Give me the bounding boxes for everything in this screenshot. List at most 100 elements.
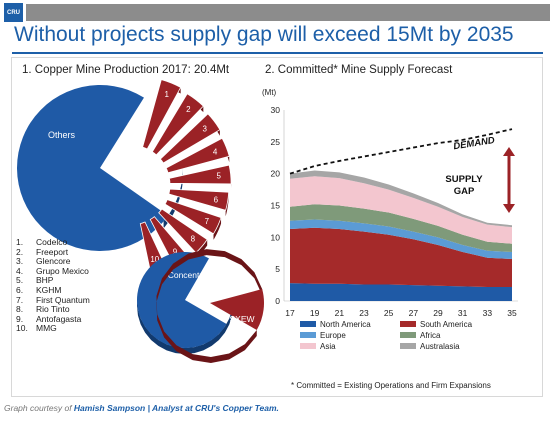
area-series-europe xyxy=(290,219,512,259)
company-name: MMG xyxy=(36,323,57,334)
company-number: 7. xyxy=(16,294,24,305)
area-series-north-america xyxy=(290,283,512,301)
area-series-south-america xyxy=(290,227,512,287)
pie-slice-label: 3 xyxy=(203,125,208,134)
pie-slice-label: 10 xyxy=(150,255,159,264)
company-name: First Quantum xyxy=(36,294,90,305)
page-title: Without projects supply gap will exceed … xyxy=(14,23,514,46)
y-tick-label: 5 xyxy=(275,264,280,274)
company-list-item: 3. Glencore xyxy=(16,257,90,267)
company-list-item: 9. Antofagasta xyxy=(16,313,90,325)
company-list: 1. Codelco 2. Freeport 3. Glencore 4. Grupo Mex… xyxy=(16,237,90,334)
courtesy-prefix: Graph courtesy of xyxy=(4,403,74,413)
left-subtitle: 1. Copper Mine Production 2017: 20.4Mt xyxy=(22,64,230,76)
pie2-slice-sxew xyxy=(210,289,265,330)
company-list-item: 2. Freeport xyxy=(16,246,90,258)
pie-others-depth xyxy=(163,168,183,229)
company-list-item: 6. KGHM xyxy=(16,284,90,296)
y-tick-label: 20 xyxy=(271,169,281,179)
pie-slice-3 xyxy=(159,113,221,164)
company-list-item: 4. Grupo Mexico xyxy=(16,265,90,277)
x-tick-label: 23 xyxy=(359,308,369,318)
company-list-item: 7. First Quantum xyxy=(16,294,90,306)
pie-slice-4 xyxy=(165,137,230,174)
x-tick-label: 21 xyxy=(335,308,345,318)
x-tick-label: 29 xyxy=(433,308,443,318)
header-bar xyxy=(26,4,550,21)
area-series-africa xyxy=(290,204,512,252)
pie-slice-label: 5 xyxy=(216,172,221,181)
company-list-item: 5. BHP xyxy=(16,276,90,286)
company-name: Rio Tinto xyxy=(36,304,70,315)
supply-gap-label-line1: SUPPLY xyxy=(445,174,483,185)
company-name: Glencore xyxy=(36,256,71,267)
legend-label: Australasia xyxy=(420,342,460,351)
company-name: Codelco xyxy=(36,237,68,247)
x-tick-label: 17 xyxy=(285,308,295,318)
company-list-item: 8. Rio Tinto xyxy=(16,305,90,315)
company-number: 8. xyxy=(16,304,24,315)
area-series-asia xyxy=(290,176,512,244)
company-name: Freeport xyxy=(36,246,69,257)
legend-swatch-south-america xyxy=(400,321,416,327)
courtesy-line: Graph courtesy of Hamish Sampson | Analy… xyxy=(4,403,279,413)
y-tick-label: 10 xyxy=(271,232,281,242)
pie-slice-label: 2 xyxy=(186,105,191,114)
legend-swatch-europe xyxy=(300,332,316,338)
legend-swatch-africa xyxy=(400,332,416,338)
courtesy-author: Hamish Sampson | Analyst at CRU's Copper… xyxy=(73,403,279,413)
legend-label: Europe xyxy=(320,331,346,340)
x-tick-label: 35 xyxy=(507,308,517,318)
legend-label: North America xyxy=(320,320,371,329)
company-number: 4. xyxy=(16,265,24,276)
pie2-label-sxew: SXEW xyxy=(229,314,254,324)
company-name: KGHM xyxy=(36,284,62,295)
legend-swatch-north-america xyxy=(300,321,316,327)
right-subtitle: 2. Committed* Mine Supply Forecast xyxy=(265,64,453,76)
pie-slice-2 xyxy=(151,93,204,156)
legend-swatch-australasia xyxy=(400,343,416,349)
pie-slice-label: 9 xyxy=(173,248,178,257)
company-number: 5. xyxy=(16,275,24,286)
pie-slice-7 xyxy=(164,199,222,235)
supply-gap-arrow-up xyxy=(503,147,515,156)
y-tick-label: 15 xyxy=(271,201,281,211)
pie-slice-label: 7 xyxy=(205,217,210,226)
pie-slice-label: 6 xyxy=(214,195,219,204)
y-axis-unit: (Mt) xyxy=(262,88,277,97)
legend-label: Africa xyxy=(420,331,441,340)
company-name: BHP xyxy=(36,275,54,286)
pie-label-others: Others xyxy=(48,130,76,140)
pie-slice-1 xyxy=(142,79,182,150)
y-tick-label: 0 xyxy=(275,296,280,306)
company-name: Grupo Mexico xyxy=(36,265,89,276)
pie-slice-5 xyxy=(168,164,232,185)
legend-label: Asia xyxy=(320,342,336,351)
x-tick-label: 27 xyxy=(409,308,419,318)
legend-label: South America xyxy=(420,320,473,329)
y-tick-label: 25 xyxy=(271,137,281,147)
pie-slice-label: 4 xyxy=(213,148,218,157)
company-number: 10. xyxy=(16,323,28,334)
company-number: 2. xyxy=(16,246,24,257)
pie-slice-others xyxy=(16,85,168,252)
company-number: 6. xyxy=(16,284,24,295)
pie-slice-6 xyxy=(168,188,230,211)
supply-gap-label-line2: GAP xyxy=(454,186,475,197)
company-number: 9. xyxy=(16,313,24,324)
x-tick-label: 33 xyxy=(483,308,493,318)
pie-slice-label: 8 xyxy=(191,235,196,244)
pie2-label-concentrates: Concentrates xyxy=(168,270,219,280)
company-list-item: 1. Codelco xyxy=(16,237,90,248)
y-tick-label: 30 xyxy=(271,105,281,115)
demand-label: DEMAND xyxy=(453,135,496,152)
company-list-item: 10. MMG xyxy=(16,324,90,334)
company-number: 3. xyxy=(16,256,24,267)
demand-line xyxy=(289,128,513,175)
cru-logo: CRU xyxy=(4,3,23,22)
title-divider xyxy=(12,52,543,54)
legend-swatch-asia xyxy=(300,343,316,349)
area-series-australasia xyxy=(290,170,512,228)
top-bar: CRU xyxy=(4,3,550,23)
